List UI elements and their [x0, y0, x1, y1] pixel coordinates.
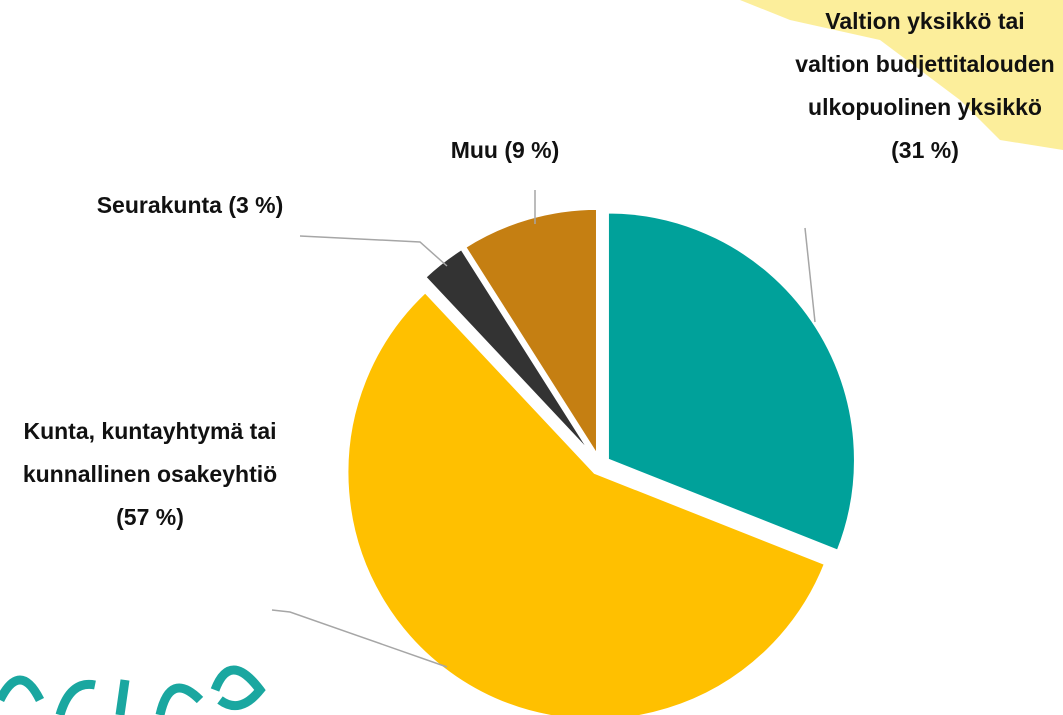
pie-slice [462, 206, 599, 462]
slice-label: Seurakunta (3 %) [96, 192, 284, 218]
background-brush [740, 0, 1063, 150]
slice-label: Muu (9 %) [450, 137, 560, 163]
leader-line [804, 227, 816, 323]
leader-lines [271, 190, 816, 668]
logo [0, 665, 266, 715]
leader-line [299, 235, 448, 267]
pie-slice [605, 210, 857, 554]
pie [345, 206, 857, 715]
slice-label: Valtion yksikkö tai valtion budjettitalo… [795, 8, 1055, 163]
leader-line [271, 609, 448, 668]
slice-label: Kunta, kuntayhtymä tai kunnallinen osake… [22, 418, 278, 530]
pie-slice [345, 289, 828, 715]
